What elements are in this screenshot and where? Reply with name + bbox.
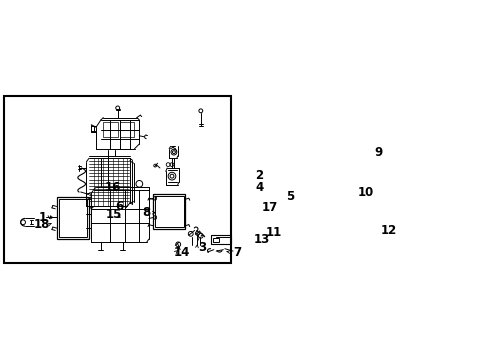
Text: 1: 1 [38,211,46,224]
Bar [59,199,87,237]
Text: 9: 9 [373,146,382,159]
Bar [120,122,133,137]
Bar [103,122,118,137]
Text: 3: 3 [197,241,205,254]
Text: 2: 2 [255,169,263,182]
Text: 4: 4 [255,181,263,194]
Text: 16: 16 [104,181,121,194]
Bar [212,238,218,242]
Text: 17: 17 [262,201,278,214]
Text: 8: 8 [142,206,150,219]
Bar [57,197,89,239]
Text: 12: 12 [380,224,396,237]
Bar [152,194,185,229]
Bar [253,222,267,240]
Bar [252,203,265,219]
Text: 10: 10 [357,185,373,198]
Text: 18: 18 [34,218,50,231]
Text: 5: 5 [286,190,294,203]
Text: 7: 7 [232,246,241,258]
Text: 15: 15 [105,208,122,221]
Text: 11: 11 [265,226,282,239]
Text: 6: 6 [115,200,123,213]
Bar [211,235,230,244]
Bar [154,196,183,227]
Text: 13: 13 [253,233,269,246]
Text: 14: 14 [173,246,189,258]
